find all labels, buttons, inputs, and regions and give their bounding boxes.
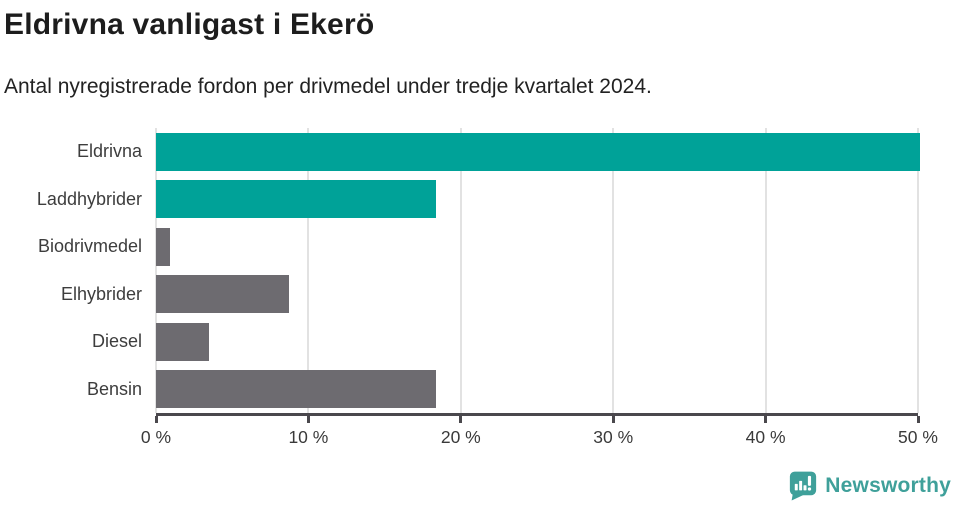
category-label: Laddhybrider [36,188,142,209]
x-axis: 0 % 10 % 20 % 30 % 40 % 50 % [141,413,938,458]
bar-track [156,370,918,409]
x-axis-tick [154,416,158,423]
bar [156,370,437,409]
x-axis-tick-label: 0 % [140,427,172,447]
bar [156,180,437,219]
bar-track [156,275,918,314]
x-axis-tick [459,416,463,423]
x-axis-tick-label: 10 % [288,427,329,447]
category-label: Biodrivmedel [37,236,142,257]
bar-row: Laddhybrider [0,176,960,224]
x-axis-tick-label: 20 % [440,427,481,447]
gridlines [155,128,919,413]
gridline [612,128,615,413]
bar-track [156,322,918,361]
bar [156,132,920,171]
x-axis-tick [611,416,615,423]
gridline [917,128,919,413]
bar-track [156,227,918,266]
gridline [155,128,157,413]
category-label: Diesel [91,331,142,352]
gridline [307,128,310,413]
bar-chart: Eldrivna Laddhybrider Biodrivmedel Elhybrid… [0,128,960,458]
bar [156,227,170,266]
plot-area: Eldrivna Laddhybrider Biodrivmedel Elhybrid… [0,128,960,413]
bar-row: Diesel [0,318,960,366]
bar-track [156,180,918,219]
category-label: Eldrivna [76,141,142,162]
x-axis-tick [306,416,310,423]
bar-rows: Eldrivna Laddhybrider Biodrivmedel Elhybrid… [0,128,960,413]
newsworthy-logo[interactable]: Newsworthy [789,471,951,501]
category-label: Elhybrider [60,283,142,304]
bar [156,322,210,361]
x-axis-tick-label: 40 % [745,427,786,447]
bar [156,275,289,314]
chart-subtitle: Antal nyregistrerade fordon per drivmede… [4,75,652,98]
bar-row: Eldrivna [0,128,960,176]
x-axis-tick-label: 50 % [898,427,938,447]
bar-row: Biodrivmedel [0,223,960,271]
x-axis-tick [916,416,920,423]
gridline [764,128,767,413]
x-axis-tick-label: 30 % [593,427,634,447]
category-label: Bensin [86,378,142,399]
gridline [459,128,462,413]
bar-row: Bensin [0,366,960,414]
brand-name: Newsworthy [825,474,951,497]
bar-track [156,132,920,171]
bar-row: Elhybrider [0,271,960,319]
bar-chart-speech-bubble-icon [790,471,817,501]
chart-title: Eldrivna vanligast i Ekerö [4,8,375,41]
x-axis-tick [764,416,768,423]
